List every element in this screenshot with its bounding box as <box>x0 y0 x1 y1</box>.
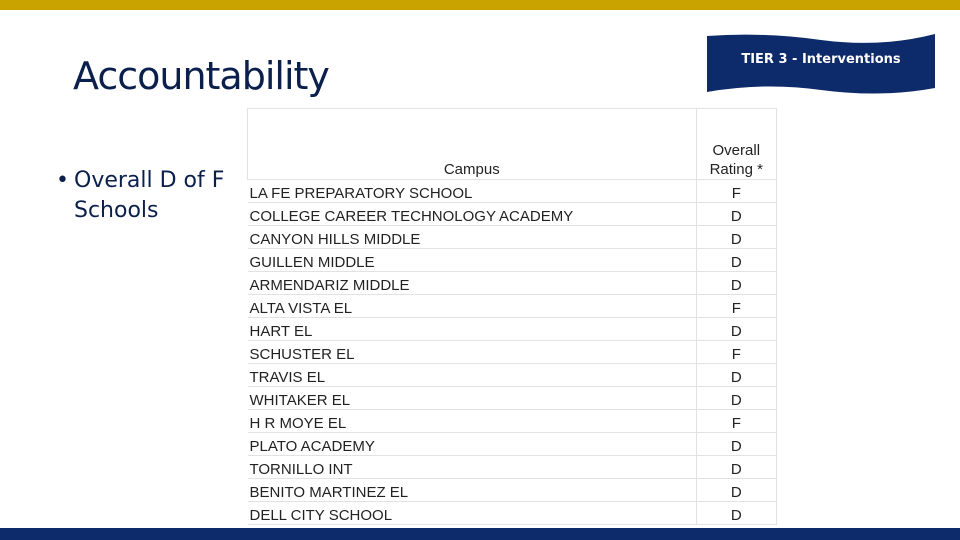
campus-name-cell: TRAVIS EL <box>247 363 697 387</box>
campus-name-cell: PLATO ACADEMY <box>247 432 697 456</box>
table-row: GUILLEN MIDDLE D <box>247 248 778 272</box>
rating-cell: D <box>695 432 778 456</box>
rating-cell: D <box>695 363 778 387</box>
campus-name-cell: COLLEGE CAREER TECHNOLOGY ACADEMY <box>247 202 697 226</box>
campus-name-cell: SCHUSTER EL <box>247 340 697 364</box>
bullet-dot-icon: • <box>56 168 69 193</box>
rating-cell: D <box>695 271 778 295</box>
campus-name-cell: TORNILLO INT <box>247 455 697 479</box>
campus-name-cell: CANYON HILLS MIDDLE <box>247 225 697 249</box>
table-row: SCHUSTER EL F <box>247 340 778 364</box>
table-row: TRAVIS EL D <box>247 363 778 387</box>
table-row: ARMENDARIZ MIDDLE D <box>247 271 778 295</box>
rating-cell: F <box>695 294 778 318</box>
campus-ratings-table: Campus Overall Rating * LA FE PREPARATOR… <box>247 108 778 525</box>
rating-cell: D <box>695 386 778 410</box>
campus-name-cell: BENITO MARTINEZ EL <box>247 478 697 502</box>
campus-name-cell: HART EL <box>247 317 697 341</box>
campus-name-cell: LA FE PREPARATORY SCHOOL <box>247 179 697 203</box>
rating-cell: D <box>695 202 778 226</box>
campus-name-cell: DELL CITY SCHOOL <box>247 501 697 525</box>
rating-cell: D <box>695 455 778 479</box>
table-header-row: Campus Overall Rating * <box>247 108 778 180</box>
table-row: H R MOYE EL F <box>247 409 778 433</box>
campus-column-header: Campus <box>247 108 697 180</box>
table-row: BENITO MARTINEZ EL D <box>247 478 778 502</box>
table-row: TORNILLO INT D <box>247 455 778 479</box>
top-accent-bar <box>0 0 960 10</box>
campus-name-cell: ARMENDARIZ MIDDLE <box>247 271 697 295</box>
table-row: DELL CITY SCHOOL D <box>247 501 778 525</box>
rating-cell: D <box>695 225 778 249</box>
table-row: CANYON HILLS MIDDLE D <box>247 225 778 249</box>
rating-cell: D <box>695 248 778 272</box>
table-row: HART EL D <box>247 317 778 341</box>
table-row: COLLEGE CAREER TECHNOLOGY ACADEMY D <box>247 202 778 226</box>
rating-cell: D <box>695 317 778 341</box>
campus-name-cell: GUILLEN MIDDLE <box>247 248 697 272</box>
table-row: ALTA VISTA EL F <box>247 294 778 318</box>
banner-shape-icon <box>707 34 935 94</box>
rating-cell: D <box>695 501 778 525</box>
slide-title: Accountability <box>73 54 330 98</box>
rating-cell: F <box>695 409 778 433</box>
bullet-text: Overall D of F Schools <box>74 168 225 223</box>
table-row: PLATO ACADEMY D <box>247 432 778 456</box>
rating-cell: F <box>695 340 778 364</box>
campus-name-cell: H R MOYE EL <box>247 409 697 433</box>
table-row: LA FE PREPARATORY SCHOOL F <box>247 179 778 203</box>
rating-cell: D <box>695 478 778 502</box>
bullet-point: • Overall D of F Schools <box>56 166 226 226</box>
bottom-accent-bar <box>0 528 960 540</box>
tier-banner: TIER 3 - Interventions <box>705 32 935 96</box>
campus-name-cell: ALTA VISTA EL <box>247 294 697 318</box>
table-row: WHITAKER EL D <box>247 386 778 410</box>
campus-name-cell: WHITAKER EL <box>247 386 697 410</box>
banner-text: TIER 3 - Interventions <box>741 52 901 67</box>
rating-column-header: Overall Rating * <box>695 108 778 180</box>
rating-cell: F <box>695 179 778 203</box>
